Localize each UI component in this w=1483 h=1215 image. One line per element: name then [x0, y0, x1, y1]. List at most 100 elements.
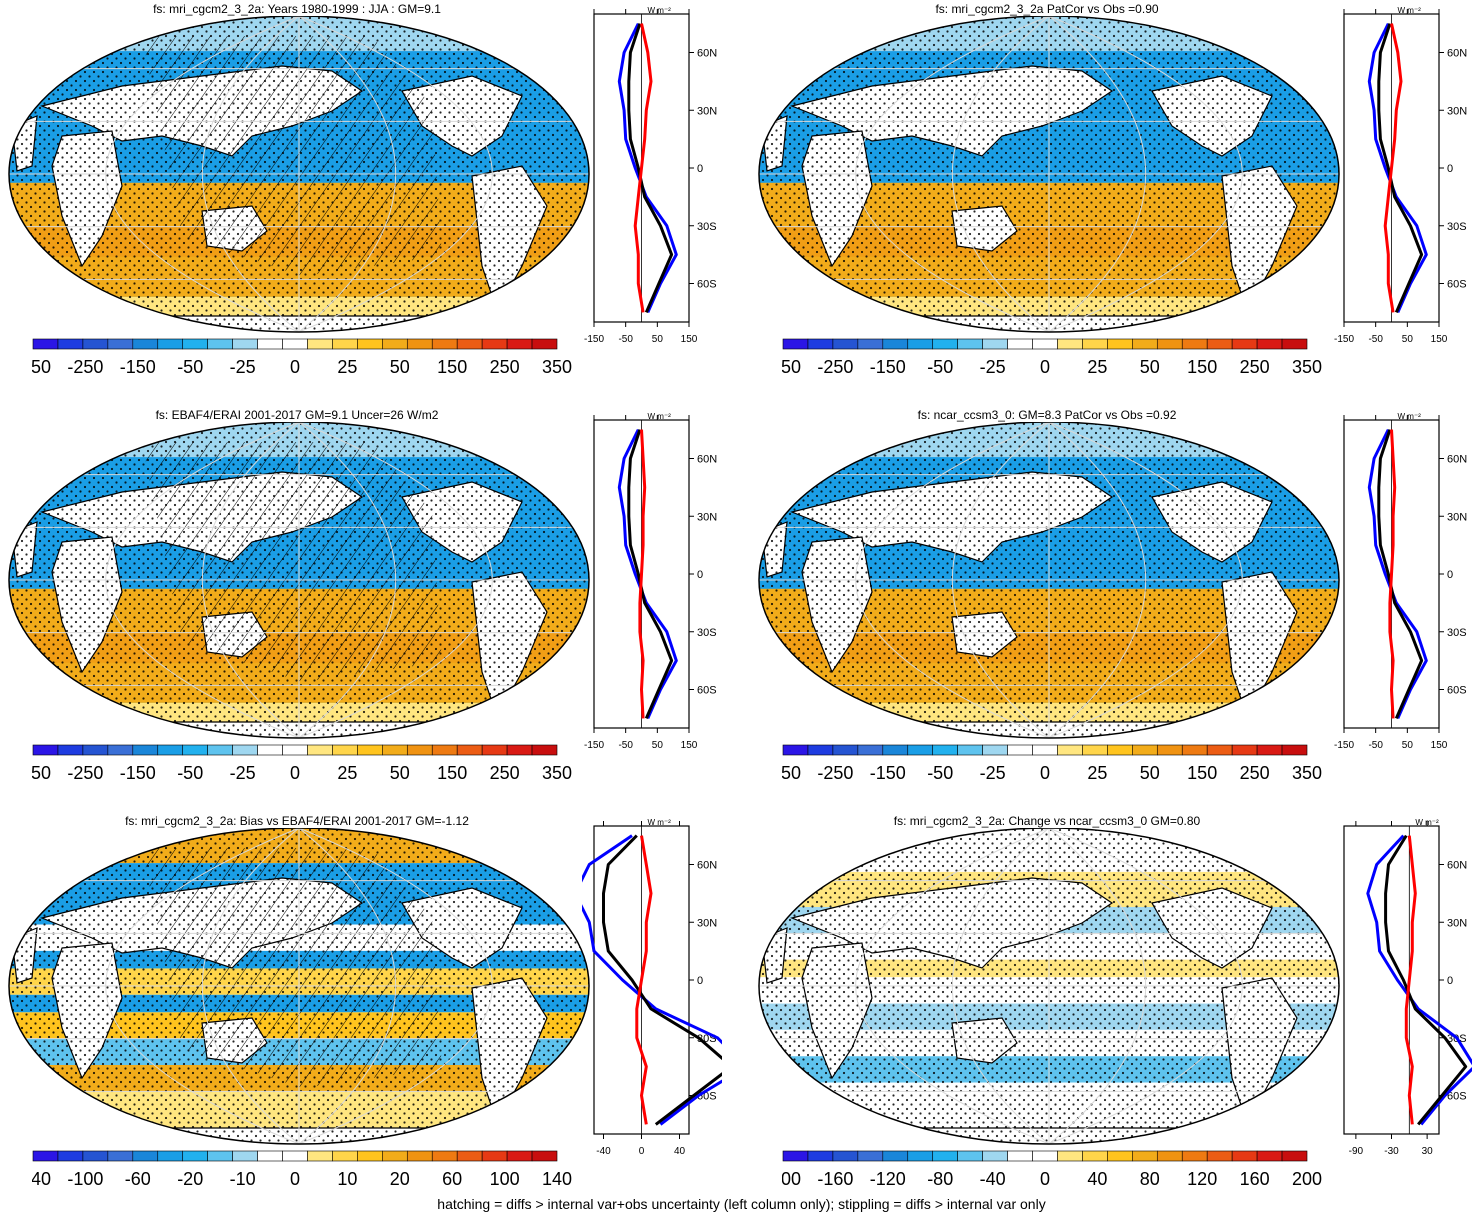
colorbar-swatch	[107, 338, 134, 350]
zonal-profile: W m⁻² 60N 30N 0 30S 60S -150 -50 50 150	[1334, 6, 1467, 345]
profile-lat-label: 30S	[697, 221, 717, 233]
profile-lat-label: 60N	[697, 454, 717, 466]
profile-lat-label: 30S	[1447, 221, 1467, 233]
map-plot	[758, 828, 1340, 1145]
colorbar-swatch	[82, 744, 109, 756]
map-border	[8, 16, 590, 333]
profile-x-label: 50	[1402, 334, 1414, 345]
colorbar-swatch	[907, 744, 934, 756]
map-border	[758, 16, 1340, 333]
colorbar-swatch	[307, 1150, 333, 1162]
colorbar-swatch	[1107, 1150, 1133, 1162]
map-border	[758, 422, 1340, 739]
profile-lat-label: 60S	[697, 685, 717, 697]
profile-lat-label: 60S	[1447, 279, 1467, 291]
profile-x-label: 30	[1422, 1146, 1434, 1157]
colorbar-swatch	[1156, 1150, 1183, 1162]
colorbar-swatch	[1057, 1150, 1083, 1162]
map-title: fs: EBAF4/ERAI 2001-2017 GM=9.1 Uncer=26…	[155, 408, 439, 422]
colorbar-swatch	[857, 744, 884, 756]
graticule-lon	[202, 828, 300, 1144]
colorbar-tick-label: -100	[67, 1169, 103, 1189]
graticule-lon	[298, 16, 396, 332]
colorbar-tick-label: -250	[817, 357, 853, 377]
colorbar-tick-label: 50	[1140, 763, 1160, 783]
profile-unit: W m⁻²	[648, 412, 672, 421]
colorbar-swatch	[57, 744, 84, 756]
colorbar-swatch	[932, 338, 958, 350]
map-title: fs: mri_cgcm2_3_2a PatCor vs Obs =0.90	[935, 2, 1159, 16]
colorbar-tick-label: 150	[1187, 357, 1217, 377]
profile-unit: W m⁻²	[1398, 412, 1422, 421]
profile-x-label: 150	[681, 334, 698, 345]
colorbar-tick-label: 350	[542, 763, 572, 783]
profile-series	[633, 23, 653, 313]
profile-lat-label: 60N	[1447, 48, 1467, 60]
profile-x-label: 150	[1431, 740, 1448, 751]
profile-series	[638, 429, 647, 719]
profile-lat-label: 60S	[697, 279, 717, 291]
profile-x-label: 150	[681, 740, 698, 751]
colorbar-swatch	[32, 1150, 59, 1162]
profile-lat-label: 30N	[697, 105, 717, 117]
colorbar-swatch	[982, 744, 1008, 756]
graticule-lon	[855, 16, 1050, 332]
profile-x-label: -150	[1334, 740, 1354, 751]
profile-series	[627, 429, 674, 719]
colorbar-tick-label: 25	[337, 357, 357, 377]
profile-unit: W m⁻²	[1398, 6, 1422, 15]
colorbar-tick-label: 350	[1292, 763, 1322, 783]
colorbar-swatch	[257, 338, 283, 350]
profile-series	[635, 835, 653, 1125]
colorbar-tick-label: -120	[870, 1169, 906, 1189]
colorbar-swatch	[1231, 744, 1258, 756]
colorbar-tick-label: 0	[290, 763, 300, 783]
profile-lat-label: 0	[697, 163, 703, 175]
colorbar-swatch	[32, 338, 59, 350]
colorbar-swatch	[807, 744, 834, 756]
colorbar-tick-label: -160	[817, 1169, 853, 1189]
graticule-lon	[855, 422, 1050, 738]
profile-x-label: -40	[596, 1146, 611, 1157]
graticule-lon	[1048, 16, 1146, 332]
colorbar-tick-label: 160	[1240, 1169, 1270, 1189]
profile-series	[617, 428, 678, 720]
colorbar-tick-label: -10	[230, 1169, 256, 1189]
colorbar-swatch	[1132, 744, 1158, 756]
profile-lat-label: 60N	[1447, 454, 1467, 466]
colorbar-swatch	[782, 744, 809, 756]
map-border	[8, 828, 590, 1145]
colorbar-swatch	[1231, 1150, 1258, 1162]
colorbar-swatch	[882, 338, 909, 350]
profile-series	[1383, 23, 1403, 313]
colorbar-swatch	[357, 338, 383, 350]
colorbar-swatch	[506, 338, 533, 350]
profile-series	[1388, 429, 1397, 719]
profile-lat-label: 30S	[697, 627, 717, 639]
hatching	[142, 848, 442, 1088]
colorbar-swatch	[207, 1150, 233, 1162]
colorbar-swatch	[807, 1150, 834, 1162]
map-plot	[8, 422, 590, 739]
profile-series	[582, 834, 722, 1126]
profile-lat-label: 30N	[697, 917, 717, 929]
profile-x-label: 150	[1431, 334, 1448, 345]
colorbar-swatch	[57, 338, 84, 350]
map-plot	[758, 422, 1340, 739]
colorbar-swatch	[1181, 1150, 1208, 1162]
colorbar-tick-label: -250	[817, 763, 853, 783]
graticule-lon	[298, 828, 396, 1144]
colorbar-swatch	[232, 1150, 258, 1162]
colorbar-swatch	[82, 1150, 109, 1162]
colorbar-swatch	[1032, 338, 1058, 350]
map-plot	[758, 16, 1340, 333]
colorbar-swatch	[207, 338, 233, 350]
colorbar-swatch	[32, 744, 59, 756]
colorbar: -200 -160 -120 -80 -40 0 40 80 120 160 200	[782, 1150, 1322, 1189]
colorbar-swatch	[1156, 744, 1183, 756]
colorbar-swatch	[107, 1150, 134, 1162]
profile-lat-label: 60S	[1447, 685, 1467, 697]
graticule-lon	[1048, 16, 1243, 332]
colorbar-tick-label: 200	[1292, 1169, 1322, 1189]
